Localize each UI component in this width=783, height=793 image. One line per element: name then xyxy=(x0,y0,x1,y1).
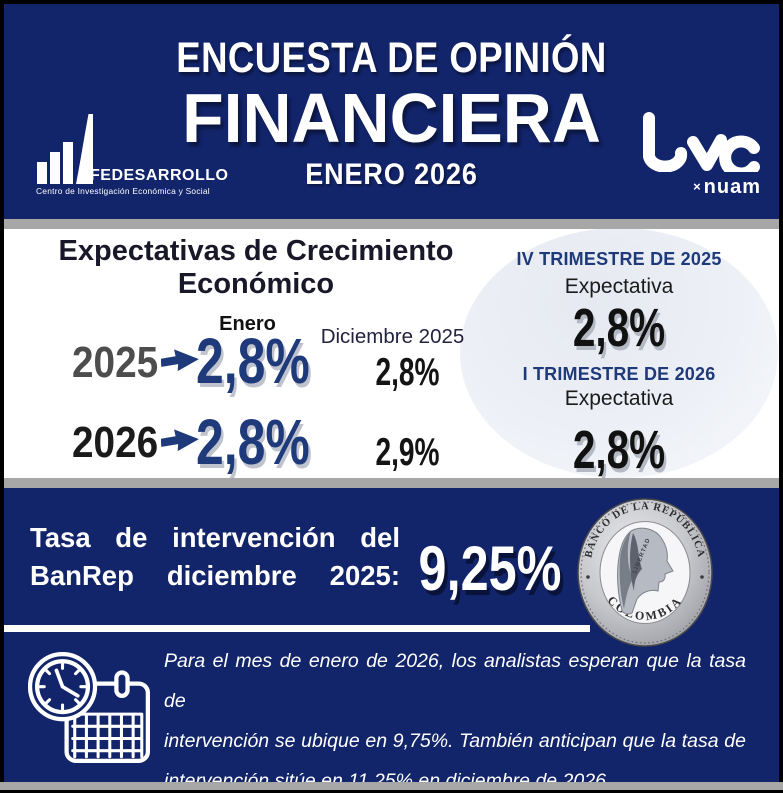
fedesarrollo-name: FEDESARROLLO xyxy=(90,167,229,184)
right-arrow-icon xyxy=(161,429,199,452)
growth-current-value: 2,8% xyxy=(196,325,310,397)
clock-calendar-icon xyxy=(28,652,151,763)
white-accent-stripe xyxy=(4,625,590,632)
fedesarrollo-tagline: Centro de Investigación Económica y Soci… xyxy=(36,186,210,196)
page-subtitle: ENERO 2026 xyxy=(305,158,478,191)
forecast-paragraph: Para el mes de enero de 2026, los analis… xyxy=(164,641,746,793)
forecast-section: Para el mes de enero de 2026, los analis… xyxy=(4,633,779,792)
growth-row-year: 2026 xyxy=(72,418,159,467)
bvc-partner-name: nuam xyxy=(703,176,761,198)
column-label-current: Enero xyxy=(219,313,276,335)
growth-previous-value: 2,9% xyxy=(375,431,440,474)
fedesarrollo-logo: FEDESARROLLO Centro de Investigación Eco… xyxy=(32,110,232,210)
forecast-line: intervención se ubique en 9,75%. También… xyxy=(164,730,746,752)
quarter-expectations-circle: IV TRIMESTRE DE 2025 Expectativa 2,8% I … xyxy=(460,229,778,478)
page-title-line1: ENCUESTA DE OPINIÓN xyxy=(176,34,607,82)
policy-rate-value: 9,25% xyxy=(418,534,562,604)
bvc-x-mark: × xyxy=(693,179,702,194)
right-arrow-icon xyxy=(161,349,199,372)
quarter1-label: IV TRIMESTRE DE 2025 xyxy=(516,249,722,269)
banrep-coin-icon: BANCO DE LA REPÚBLICA COLOMBIA LIBERTAD xyxy=(577,498,713,647)
forecast-line: Para el mes de enero de 2026, los analis… xyxy=(164,650,746,712)
quarter2-label: I TRIMESTRE DE 2026 xyxy=(522,364,716,384)
growth-expectations-section: IV TRIMESTRE DE 2025 Expectativa 2,8% I … xyxy=(4,229,779,478)
divider-stripe-middle xyxy=(4,478,779,488)
divider-stripe-bottom xyxy=(0,782,783,790)
quarter2-sublabel: Expectativa xyxy=(564,387,674,410)
header-banner: ENCUESTA DE OPINIÓN FINANCIERA ENERO 202… xyxy=(4,4,779,219)
quarter2-value: 2,8% xyxy=(572,420,666,478)
divider-stripe-top xyxy=(4,219,779,229)
bvc-logo: × nuam xyxy=(637,112,767,204)
policy-rate-label-line1: Tasa de intervención del xyxy=(30,522,400,553)
fedesarrollo-bars-icon xyxy=(37,114,93,184)
growth-heading: Expectativas de Crecimiento Económico xyxy=(58,235,454,301)
growth-row-year: 2025 xyxy=(72,338,159,387)
page-title-line2: FINANCIERA xyxy=(182,79,601,157)
policy-rate-label: Tasa de intervención del BanRep diciembr… xyxy=(30,519,400,595)
quarter1-value: 2,8% xyxy=(572,298,666,358)
column-label-previous: Diciembre 2025 xyxy=(320,325,465,348)
bvc-nuam-label: × nuam xyxy=(693,176,761,199)
bvc-letters-icon xyxy=(643,112,760,180)
policy-rate-label-line2: BanRep diciembre 2025: xyxy=(30,560,400,591)
quarter1-sublabel: Expectativa xyxy=(564,275,674,298)
growth-current-value: 2,8% xyxy=(196,406,310,478)
growth-previous-value: 2,8% xyxy=(375,351,440,394)
